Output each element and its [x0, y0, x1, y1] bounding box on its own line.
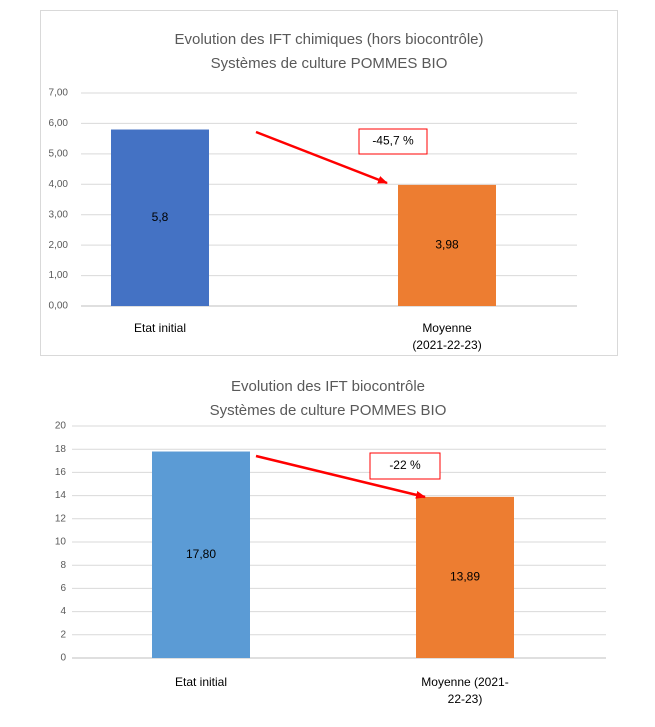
chart-ift-chimiques: Evolution des IFT chimiques (hors biocon…: [40, 10, 618, 356]
chart2-ytick-label: 6: [60, 583, 66, 594]
chart2-category-label: Etat initial: [175, 675, 227, 689]
chart2-bar: [152, 451, 250, 658]
chart1-bar: [111, 129, 209, 306]
chart-ift-chimiques-svg: Evolution des IFT chimiques (hors biocon…: [49, 31, 577, 352]
chart2-ytick-label: 10: [55, 537, 67, 548]
chart1-ytick-label: 6,00: [49, 118, 69, 129]
chart1-bar: [398, 184, 496, 306]
chart2-category-label: 22-23): [448, 692, 483, 706]
chart2-bar-value-label: 17,80: [186, 547, 216, 561]
chart2-title-line-2: Systèmes de culture POMMES BIO: [210, 402, 447, 419]
chart2-ytick-label: 18: [55, 444, 67, 455]
chart2-ytick-label: 8: [60, 560, 66, 571]
chart2-annotation-box: [369, 452, 441, 480]
chart1-title-line-1: Evolution des IFT chimiques (hors biocon…: [174, 31, 483, 48]
chart2-title-line-1: Evolution des IFT biocontrôle: [231, 378, 425, 395]
chart1-ytick-label: 3,00: [49, 209, 69, 220]
chart2-ytick-label: 0: [60, 653, 66, 664]
chart-ift-biocontrole-svg: Evolution des IFT biocontrôle Systèmes de…: [55, 378, 606, 706]
chart1-ytick-label: 4,00: [49, 179, 69, 190]
chart2-category-label: Moyenne (2021-: [421, 675, 508, 689]
chart1-ytick-label: 0,00: [49, 301, 69, 312]
chart1-category-label: Etat initial: [134, 321, 186, 335]
chart1-change-arrow: [255, 130, 388, 185]
chart1-annotation-text: -45,7 %: [372, 134, 414, 148]
chart2-ytick-label: 16: [55, 467, 67, 478]
chart2-bar-value-label: 13,89: [450, 570, 480, 584]
chart2-ytick-label: 4: [60, 606, 66, 617]
chart2-change-arrow: [255, 454, 426, 499]
chart1-bar-value-label: 3,98: [435, 238, 459, 252]
chart2-ytick-label: 20: [55, 421, 67, 432]
chart1-category-label: (2021-22-23): [412, 338, 481, 352]
chart1-title-line-2: Systèmes de culture POMMES BIO: [211, 55, 448, 72]
chart1-ytick-label: 1,00: [49, 270, 69, 281]
chart1-ytick-label: 5,00: [49, 148, 69, 159]
chart1-annotation-box: [358, 128, 428, 155]
chart1-ytick-label: 7,00: [49, 88, 69, 99]
chart2-annotation-text: -22 %: [389, 458, 421, 472]
chart1-ytick-label: 2,00: [49, 240, 69, 251]
chart2-ytick-label: 14: [55, 490, 67, 501]
chart2-ytick-label: 2: [60, 629, 66, 640]
chart1-category-label: Moyenne: [422, 321, 472, 335]
chart2-ytick-label: 12: [55, 513, 67, 524]
chart2-bar: [416, 496, 514, 658]
chart-ift-biocontrole: Evolution des IFT biocontrôle Systèmes de…: [40, 368, 616, 722]
chart1-bar-value-label: 5,8: [152, 210, 169, 224]
